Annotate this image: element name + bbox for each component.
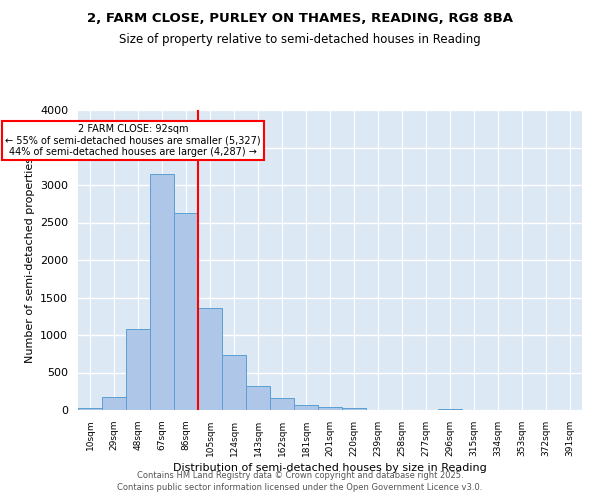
Bar [150, 174, 174, 410]
Text: Contains public sector information licensed under the Open Government Licence v3: Contains public sector information licen… [118, 484, 482, 492]
Bar [246, 386, 270, 410]
Bar [270, 398, 294, 410]
Bar [342, 408, 366, 410]
Bar [318, 406, 342, 410]
Text: Size of property relative to semi-detached houses in Reading: Size of property relative to semi-detach… [119, 32, 481, 46]
Bar [126, 329, 150, 410]
Bar [198, 308, 222, 410]
Bar [222, 354, 246, 410]
Bar [102, 396, 126, 410]
Text: 2 FARM CLOSE: 92sqm
← 55% of semi-detached houses are smaller (5,327)
44% of sem: 2 FARM CLOSE: 92sqm ← 55% of semi-detach… [5, 124, 261, 156]
Bar [78, 408, 102, 410]
Text: Contains HM Land Registry data © Crown copyright and database right 2025.: Contains HM Land Registry data © Crown c… [137, 471, 463, 480]
X-axis label: Distribution of semi-detached houses by size in Reading: Distribution of semi-detached houses by … [173, 463, 487, 473]
Bar [294, 405, 318, 410]
Y-axis label: Number of semi-detached properties: Number of semi-detached properties [25, 157, 35, 363]
Bar [174, 213, 198, 410]
Bar [438, 408, 462, 410]
Text: 2, FARM CLOSE, PURLEY ON THAMES, READING, RG8 8BA: 2, FARM CLOSE, PURLEY ON THAMES, READING… [87, 12, 513, 26]
